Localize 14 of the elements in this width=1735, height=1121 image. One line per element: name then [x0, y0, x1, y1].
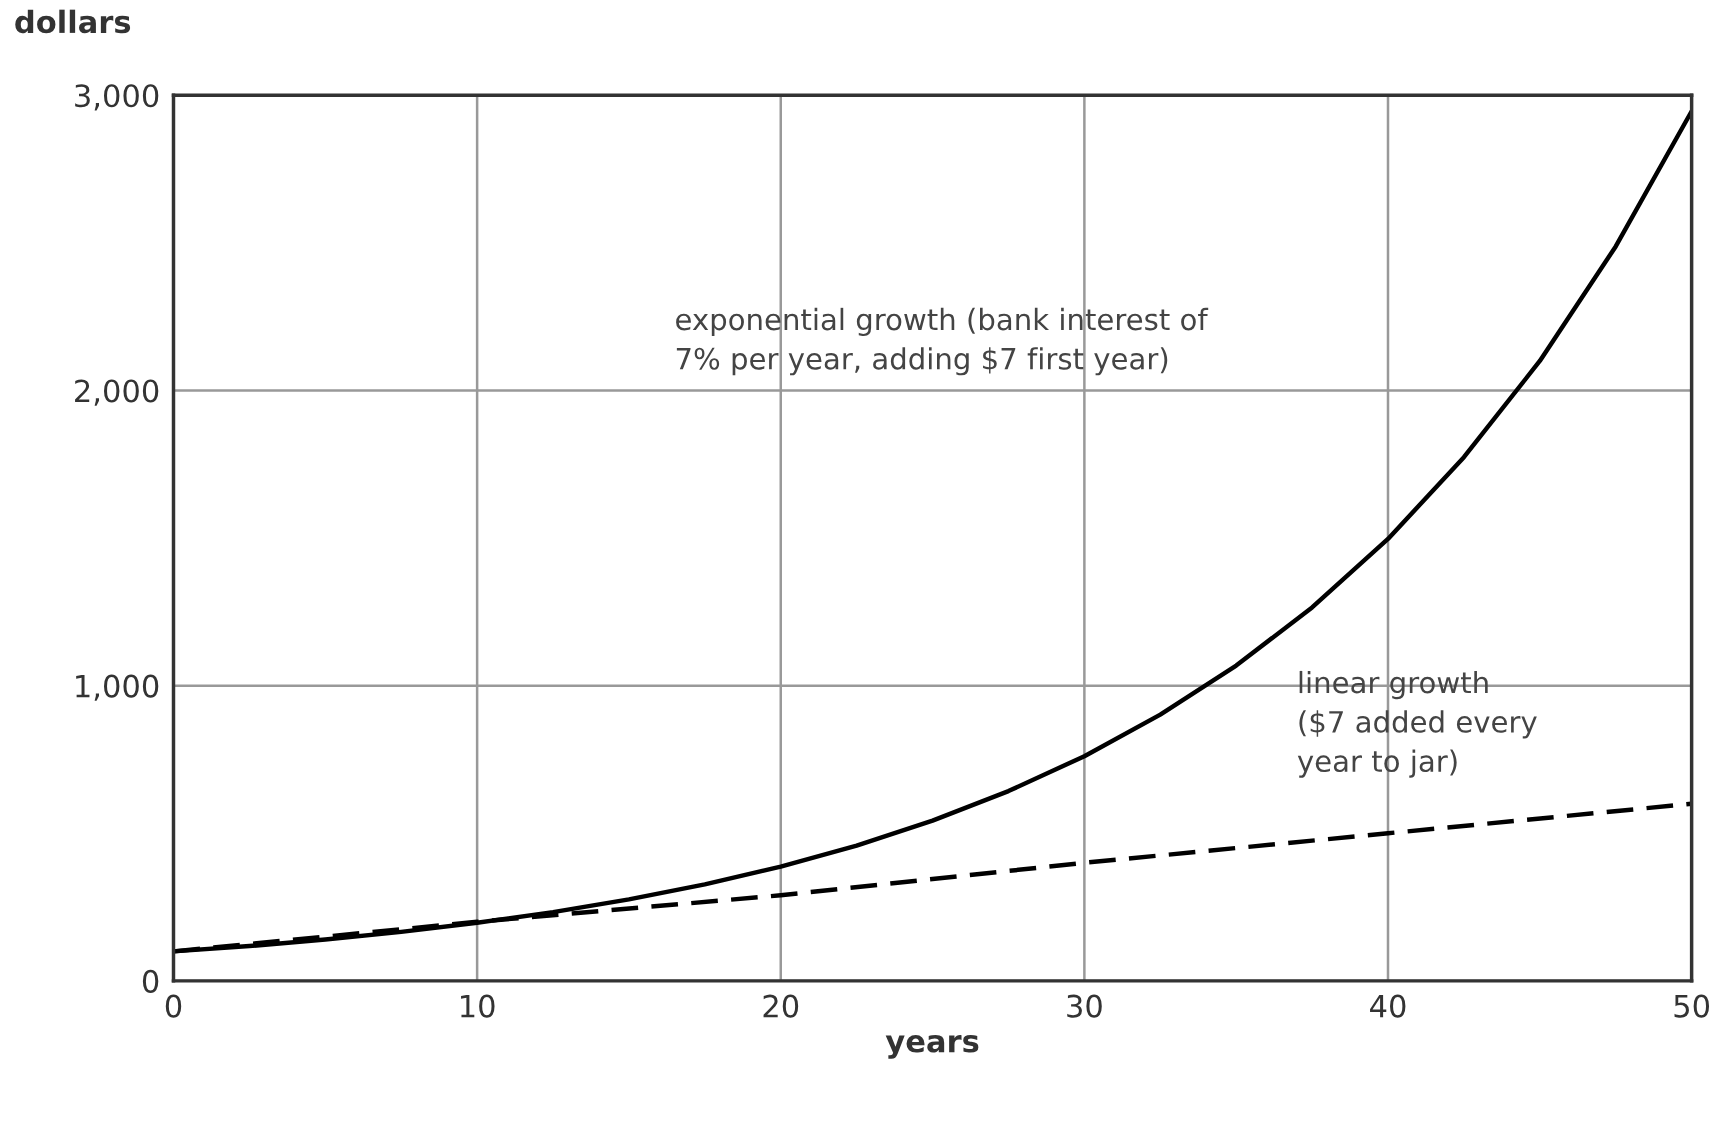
x-tick-label: 0: [165, 994, 182, 1018]
y-tick-label: 3,000: [75, 84, 159, 111]
annotation: exponential growth (bank interest of 7% per year, adding $7 first year): [676, 307, 1209, 376]
x-tick-label: 10: [461, 994, 495, 1018]
y-axis-title: dollars: [15, 9, 131, 34]
x-tick-label: 40: [1370, 994, 1406, 1018]
annotation: linear growth ($7 added every year to jar): [1297, 670, 1537, 778]
y-tick-label: 1,000: [76, 674, 159, 701]
x-tick-label: 20: [763, 994, 799, 1018]
x-tick-label: 50: [1674, 994, 1710, 1018]
y-tick-label: 0: [142, 969, 159, 993]
x-axis-title: years: [885, 1035, 979, 1059]
y-tick-label: 2,000: [75, 379, 159, 406]
x-tick-label: 30: [1067, 994, 1102, 1018]
